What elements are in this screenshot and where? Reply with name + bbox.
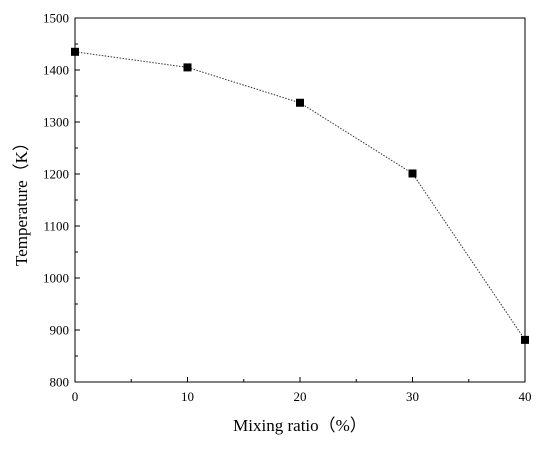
y-axis-title: Temperature（K） xyxy=(12,134,31,266)
y-tick-label: 1200 xyxy=(43,167,69,182)
y-tick-label: 1400 xyxy=(43,63,69,78)
x-tick-label: 20 xyxy=(294,389,307,404)
ticks xyxy=(74,17,526,383)
y-tick-label: 900 xyxy=(50,323,70,338)
x-tick-label: 40 xyxy=(519,389,532,404)
y-tick-label: 1100 xyxy=(43,219,69,234)
data-point xyxy=(183,63,192,72)
y-tick-label: 1500 xyxy=(43,11,69,26)
y-tick-label: 800 xyxy=(50,375,70,390)
data-point xyxy=(408,169,417,178)
y-tick-label: 1300 xyxy=(43,115,69,130)
data-markers xyxy=(71,47,529,344)
y-tick-label: 1000 xyxy=(43,271,69,286)
series-line xyxy=(74,51,526,341)
x-axis-title: Mixing ratio（%） xyxy=(233,416,367,435)
tick-labels: 0 10 20 30 40 800 900 1000 1100 1200 1300 1400 1500 xyxy=(43,11,532,405)
data-point xyxy=(296,98,304,107)
x-tick-label: 30 xyxy=(406,389,419,404)
plot-frame xyxy=(74,17,526,383)
x-tick-label: 10 xyxy=(181,389,194,404)
x-tick-label: 0 xyxy=(72,389,79,404)
